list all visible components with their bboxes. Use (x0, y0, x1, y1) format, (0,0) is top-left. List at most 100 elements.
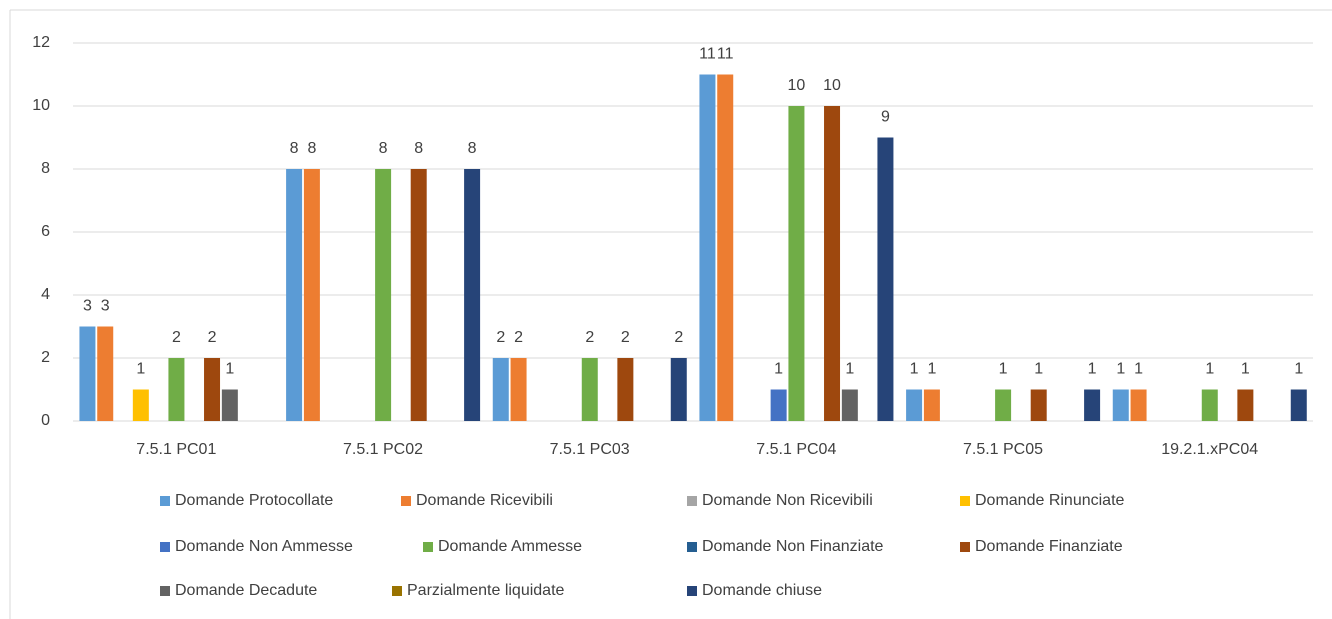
legend-swatch (423, 542, 433, 552)
legend-label: Domande Non Finanziate (702, 538, 884, 555)
legend-label: Domande Non Ricevibili (702, 492, 873, 509)
bar (510, 358, 527, 421)
legend-label: Parzialmente liquidate (407, 582, 565, 599)
legend-swatch (160, 542, 170, 552)
y-tick-label: 4 (41, 286, 50, 303)
bar (1290, 389, 1307, 421)
bar (79, 326, 96, 421)
bar (617, 358, 634, 421)
y-tick-label: 12 (32, 34, 50, 51)
data-label: 2 (496, 329, 505, 346)
legend-label: Domande Decadute (175, 582, 317, 599)
data-label: 1 (999, 361, 1008, 378)
bar (168, 358, 185, 421)
bar (1130, 389, 1147, 421)
data-label: 1 (1134, 361, 1143, 378)
x-tick-label: 7.5.1 PC04 (756, 441, 836, 458)
data-label: 10 (823, 77, 841, 94)
bar (923, 389, 940, 421)
bar (492, 358, 509, 421)
data-label: 1 (225, 361, 234, 378)
legend-label: Domande Ricevibili (416, 492, 553, 509)
y-tick-label: 10 (32, 97, 50, 114)
bar (995, 389, 1012, 421)
legend-label: Domande Non Ammesse (175, 538, 353, 555)
data-label: 11 (717, 46, 734, 63)
data-label: 2 (514, 329, 523, 346)
legend-label: Domande Rinunciate (975, 492, 1125, 509)
bar (97, 326, 114, 421)
bar (1084, 389, 1101, 421)
legend-swatch (687, 496, 697, 506)
y-tick-label: 8 (41, 160, 50, 177)
legend-swatch (160, 496, 170, 506)
bar (581, 358, 598, 421)
x-tick-label: 7.5.1 PC02 (343, 441, 423, 458)
legend-label: Domande chiuse (702, 582, 822, 599)
data-label: 2 (208, 329, 217, 346)
data-label: 2 (674, 329, 683, 346)
bar (303, 169, 320, 421)
x-tick-label: 19.2.1.xPC04 (1161, 441, 1258, 458)
data-label: 1 (1034, 361, 1043, 378)
data-label: 8 (414, 140, 423, 157)
legend-label: Domande Ammesse (438, 538, 582, 555)
bar (464, 169, 481, 421)
data-label: 10 (788, 77, 806, 94)
bar (1112, 389, 1129, 421)
bar (770, 389, 787, 421)
bar (1201, 389, 1218, 421)
bar (132, 389, 149, 421)
data-label: 1 (1116, 361, 1125, 378)
data-label: 2 (621, 329, 630, 346)
bar (204, 358, 221, 421)
legend-swatch (392, 586, 402, 596)
legend-swatch (401, 496, 411, 506)
x-tick-label: 7.5.1 PC05 (963, 441, 1043, 458)
bar (699, 74, 716, 421)
bar (788, 106, 805, 421)
legend-swatch (160, 586, 170, 596)
legend-swatch (687, 586, 697, 596)
data-label: 11 (699, 46, 716, 63)
legend-swatch (960, 542, 970, 552)
data-label: 8 (290, 140, 299, 157)
x-tick-label: 7.5.1 PC03 (550, 441, 630, 458)
data-label: 1 (845, 361, 854, 378)
bar (877, 137, 894, 421)
bar (824, 106, 841, 421)
data-label: 1 (774, 361, 783, 378)
data-label: 3 (101, 298, 110, 315)
bar (1237, 389, 1254, 421)
legend-label: Domande Protocollate (175, 492, 333, 509)
bar (1030, 389, 1047, 421)
data-label: 1 (1294, 361, 1303, 378)
legend-swatch (687, 542, 697, 552)
data-label: 3 (83, 298, 92, 315)
data-label: 1 (927, 361, 936, 378)
data-label: 8 (468, 140, 477, 157)
legend-swatch (960, 496, 970, 506)
data-label: 1 (1241, 361, 1250, 378)
bar (841, 389, 858, 421)
legend-label: Domande Finanziate (975, 538, 1123, 555)
x-tick-label: 7.5.1 PC01 (136, 441, 216, 458)
data-label: 8 (379, 140, 388, 157)
bar (670, 358, 687, 421)
data-label: 1 (910, 361, 919, 378)
bar (286, 169, 303, 421)
data-label: 2 (172, 329, 181, 346)
y-tick-label: 0 (41, 412, 50, 429)
y-tick-label: 2 (41, 349, 50, 366)
data-label: 8 (307, 140, 316, 157)
data-label: 1 (136, 361, 145, 378)
y-tick-label: 6 (41, 223, 50, 240)
bar (717, 74, 734, 421)
bar (906, 389, 923, 421)
bar (221, 389, 238, 421)
bar (375, 169, 392, 421)
data-label: 9 (881, 109, 890, 126)
data-label: 1 (1205, 361, 1214, 378)
bar (410, 169, 427, 421)
